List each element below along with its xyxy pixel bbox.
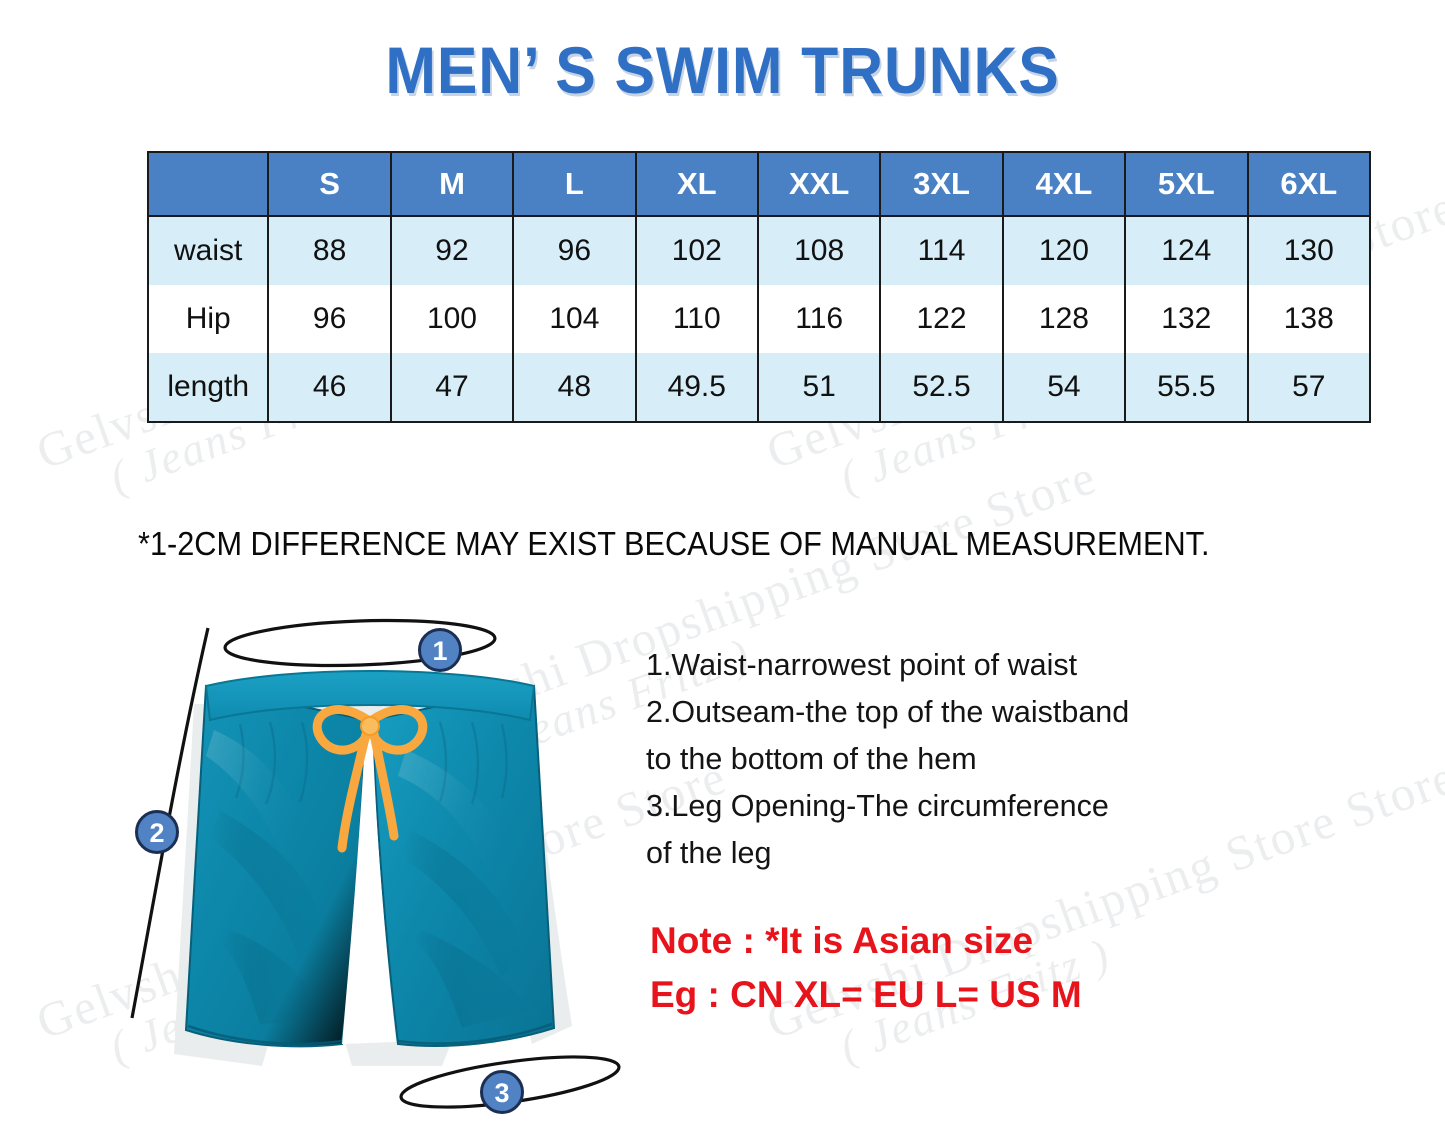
shorts-hems — [187, 1022, 553, 1046]
size-header-m: M — [389, 152, 515, 217]
instruction-line-1: 1.Waist-narrowest point of waist — [646, 648, 1078, 682]
page-title-text: MEN’ S SWIM TRUNKS — [385, 33, 1060, 107]
cell-waist-s: 88 — [267, 216, 392, 285]
cell-hip-s: 96 — [267, 285, 392, 353]
measurement-disclaimer: *1-2CM DIFFERENCE MAY EXIST BECAUSE OF M… — [138, 525, 1210, 562]
table-row: Hip 96 100 104 110 116 122 128 132 138 — [146, 285, 1372, 353]
size-header-xxl: XXL — [756, 152, 882, 217]
size-header-s: S — [267, 152, 392, 217]
row-label-length: length — [146, 353, 270, 422]
size-header-xl: XL — [634, 152, 759, 217]
drawstring-knot — [360, 716, 380, 736]
instruction-line-3: to the bottom of the hem — [646, 742, 977, 776]
row-label-hip: Hip — [146, 285, 270, 353]
cell-length-5xl: 55.5 — [1124, 353, 1249, 422]
cell-hip-6xl: 138 — [1246, 285, 1372, 353]
drawstring-bow — [312, 705, 428, 853]
callout-marker-1: 1 — [418, 628, 462, 672]
cell-length-3xl: 52.5 — [879, 353, 1004, 422]
cell-hip-l: 104 — [512, 285, 637, 353]
cell-hip-3xl: 122 — [879, 285, 1004, 353]
cell-length-6xl: 57 — [1246, 353, 1372, 422]
cell-hip-5xl: 132 — [1124, 285, 1249, 353]
note-line-2: Eg : CN XL= EU L= US M — [650, 974, 1082, 1015]
table-row: length 46 47 48 49.5 51 52.5 54 55.5 57 — [146, 353, 1372, 422]
cell-hip-m: 100 — [389, 285, 515, 353]
cell-waist-6xl: 130 — [1246, 216, 1372, 285]
shorts-highlights — [206, 730, 518, 882]
instruction-line-2: 2.Outseam-the top of the waistband — [646, 695, 1130, 729]
instruction-line-4: 3.Leg Opening-The circumference — [646, 789, 1109, 823]
table-row: waist 88 92 96 102 108 114 120 124 130 — [146, 216, 1372, 285]
cell-waist-m: 92 — [389, 216, 515, 285]
instruction-line-5: of the leg — [646, 836, 772, 870]
measurement-instructions: 1.Waist-narrowest point of waist 2.Outse… — [646, 642, 1206, 877]
cell-length-xl: 49.5 — [634, 353, 759, 422]
cell-waist-xxl: 108 — [756, 216, 882, 285]
size-header-6xl: 6XL — [1246, 152, 1372, 217]
shorts-center-gap — [342, 720, 396, 1044]
cell-length-xxl: 51 — [756, 353, 882, 422]
cell-hip-xxl: 116 — [756, 285, 882, 353]
note-line-1: Note : *It is Asian size — [650, 920, 1034, 961]
cell-waist-l: 96 — [512, 216, 637, 285]
table-corner-cell — [146, 152, 270, 217]
cell-hip-4xl: 128 — [1001, 285, 1127, 353]
size-chart-table: S M L XL XXL 3XL 4XL 5XL 6XL waist 88 92… — [146, 151, 1372, 423]
cell-length-s: 46 — [267, 353, 392, 422]
size-header-4xl: 4XL — [1001, 152, 1127, 217]
cell-length-4xl: 54 — [1001, 353, 1127, 422]
page-title: MEN’ S SWIM TRUNKS — [0, 32, 1445, 108]
size-header-l: L — [512, 152, 637, 217]
shorts-fold-shading — [210, 810, 530, 1028]
cell-waist-5xl: 124 — [1124, 216, 1249, 285]
shorts-waistband — [204, 670, 536, 722]
cell-hip-xl: 110 — [634, 285, 759, 353]
size-header-5xl: 5XL — [1124, 152, 1249, 217]
cell-waist-xl: 102 — [634, 216, 759, 285]
cell-waist-3xl: 114 — [879, 216, 1004, 285]
cell-length-l: 48 — [512, 353, 637, 422]
row-label-waist: waist — [146, 216, 270, 285]
asian-size-note: Note : *It is Asian size Eg : CN XL= EU … — [650, 914, 1082, 1022]
swim-trunks-illustration — [110, 600, 650, 1130]
waist-measure-ellipse — [223, 618, 497, 668]
callout-marker-3: 3 — [480, 1070, 524, 1114]
size-header-3xl: 3XL — [879, 152, 1004, 217]
cell-length-m: 47 — [389, 353, 515, 422]
table-header-row: S M L XL XXL 3XL 4XL 5XL 6XL — [146, 152, 1372, 217]
cell-waist-4xl: 120 — [1001, 216, 1127, 285]
callout-marker-2: 2 — [135, 810, 179, 854]
